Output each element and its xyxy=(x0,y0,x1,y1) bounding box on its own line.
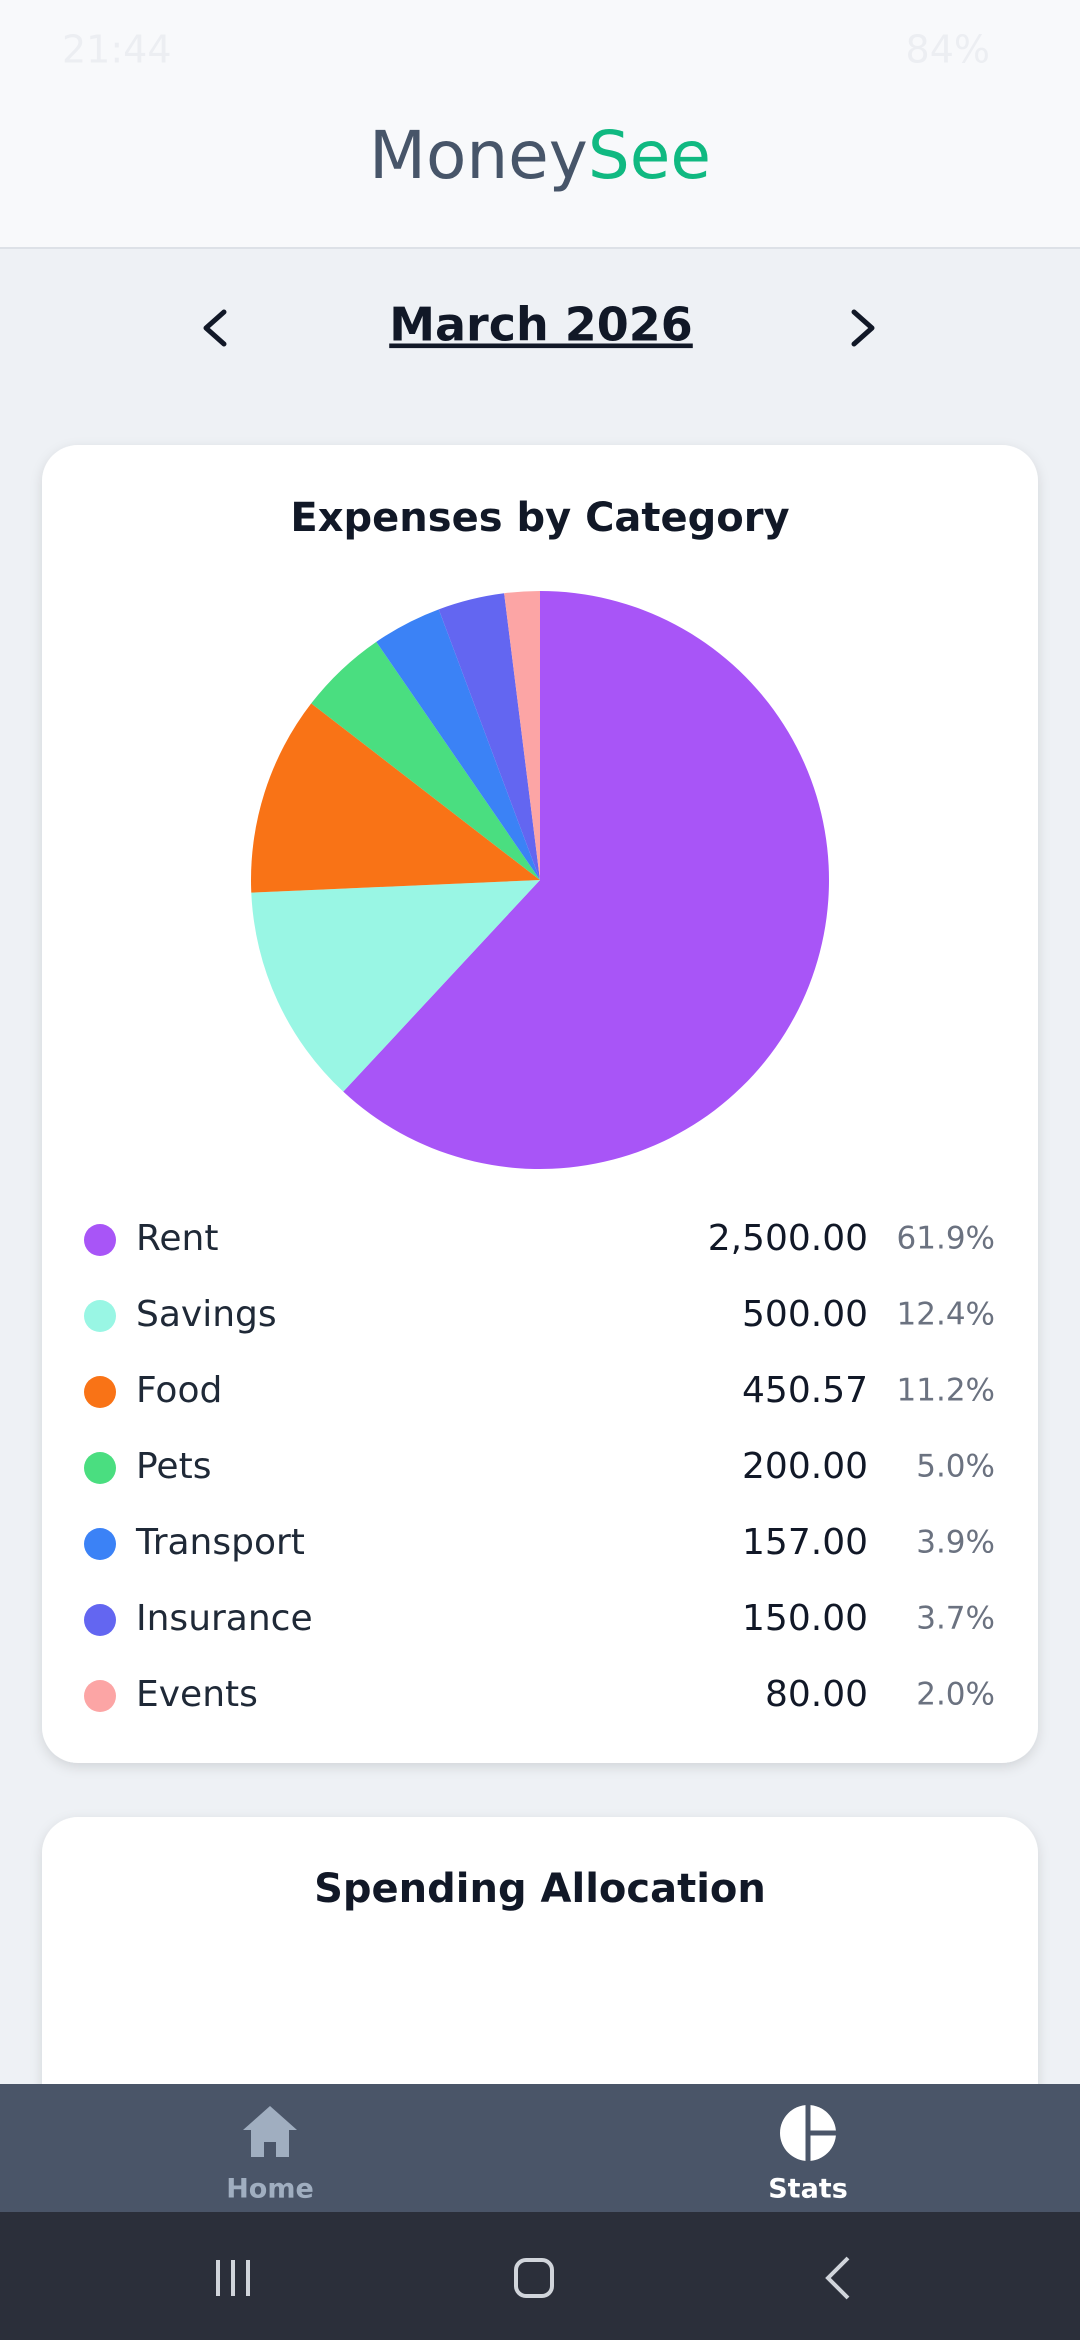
legend-value: 450.57 xyxy=(742,1370,868,1411)
legend-label: Insurance xyxy=(136,1598,313,1639)
pie xyxy=(251,591,829,1169)
pie-slice xyxy=(504,591,540,880)
chart-title: Expenses by Category xyxy=(290,495,789,541)
stats-icon-cut xyxy=(805,2105,836,2161)
legend-percentage: 2.0% xyxy=(916,1677,995,1713)
legend-dot xyxy=(84,1604,116,1636)
legend-value: 500.00 xyxy=(742,1294,868,1335)
recents-button[interactable] xyxy=(216,2260,250,2296)
pie-slice xyxy=(438,593,540,880)
nav-label: Stats xyxy=(768,2174,848,2205)
nav-home[interactable]: Home xyxy=(226,2106,314,2205)
legend-dot xyxy=(84,1452,116,1484)
back-button[interactable] xyxy=(825,2256,850,2300)
legend-percentage: 61.9% xyxy=(897,1221,995,1257)
status-time: 21:44 xyxy=(62,28,172,72)
chart-title: Spending Allocation xyxy=(314,1866,766,1912)
legend-percentage: 3.7% xyxy=(916,1601,995,1637)
bottom-nav xyxy=(0,2084,1080,2212)
legend-percentage: 11.2% xyxy=(897,1373,995,1409)
next-month[interactable] xyxy=(851,309,875,347)
app-title-part: Money xyxy=(369,117,588,194)
legend-label: Transport xyxy=(135,1522,305,1563)
app-title: MoneySee xyxy=(369,117,711,194)
legend-dot xyxy=(84,1224,116,1256)
legend-percentage: 3.9% xyxy=(916,1525,995,1561)
pie-slice xyxy=(251,880,540,1092)
legend-percentage: 5.0% xyxy=(916,1449,995,1485)
legend-value: 150.00 xyxy=(742,1598,868,1639)
legend-value: 157.00 xyxy=(742,1522,868,1563)
app-title-part: See xyxy=(588,117,711,194)
status-battery: 84% xyxy=(906,28,990,72)
pie-slice xyxy=(251,703,541,893)
nav-label: Home xyxy=(226,2174,314,2205)
legend-value: 200.00 xyxy=(742,1446,868,1487)
pie-slice xyxy=(376,609,540,880)
pie-slice xyxy=(343,591,829,1169)
nav-stats[interactable]: Stats xyxy=(768,2105,848,2205)
legend-label: Food xyxy=(136,1370,222,1411)
system-nav xyxy=(0,2212,1080,2340)
legend: Rent 2,500.00 61.9% Savings 500.00 12.4% Food 4… xyxy=(84,1218,995,1715)
legend-value: 2,500.00 xyxy=(708,1218,868,1259)
legend-dot xyxy=(84,1300,116,1332)
pie-slice xyxy=(311,641,540,880)
legend-dot xyxy=(84,1376,116,1408)
legend-label: Savings xyxy=(136,1294,277,1335)
home-button[interactable] xyxy=(514,2258,554,2298)
month-label[interactable]: March 2026 xyxy=(389,298,693,352)
legend-label: Events xyxy=(136,1674,258,1715)
legend-value: 80.00 xyxy=(765,1674,868,1715)
prev-month[interactable] xyxy=(203,309,227,347)
legend-percentage: 12.4% xyxy=(897,1297,995,1333)
legend-label: Rent xyxy=(136,1218,218,1259)
legend-dot xyxy=(84,1680,116,1712)
header-bar xyxy=(0,0,1080,248)
legend-label: Pets xyxy=(136,1446,211,1487)
legend-dot xyxy=(84,1528,116,1560)
home-icon xyxy=(243,2106,297,2157)
